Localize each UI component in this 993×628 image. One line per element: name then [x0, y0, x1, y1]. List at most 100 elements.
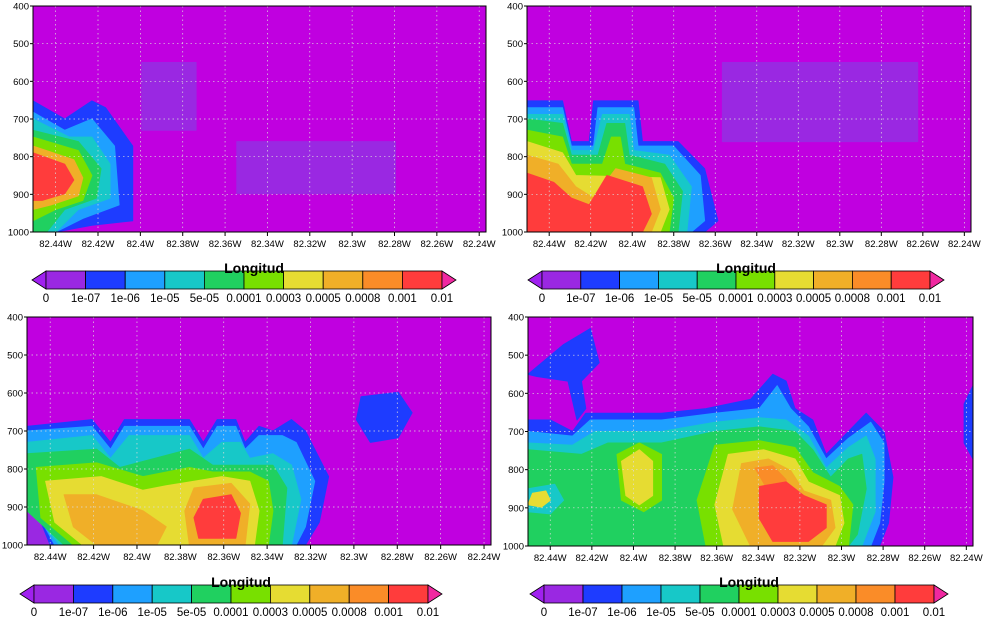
y-tick-label: 400 — [508, 313, 524, 324]
colorbar-segment — [401, 270, 443, 290]
contour-region — [355, 391, 413, 443]
x-tick-label: 82.44W — [34, 552, 67, 563]
colorbar-segment — [813, 270, 853, 290]
colorbar-low-arrow — [529, 584, 545, 604]
colorbar-segment — [322, 270, 364, 290]
colorbar-label: 0.0008 — [332, 607, 367, 619]
x-tick-label: 82.36W — [207, 552, 240, 563]
x-tick-label: 82.24W — [948, 239, 981, 250]
x-tick-label: 82.3W — [338, 239, 365, 250]
x-tick-label: 82.4W — [127, 239, 154, 250]
y-tick-label: 600 — [507, 77, 523, 88]
x-tick-label: 82.3W — [340, 552, 367, 563]
colorbar-label: 0.001 — [374, 607, 403, 619]
y-tick-label: 1000 — [503, 542, 524, 553]
x-tick-label: 82.38W — [164, 552, 197, 563]
colorbar-label: 0.0008 — [345, 293, 380, 305]
colorbar-segment — [388, 584, 429, 604]
colorbar-segment — [112, 584, 153, 604]
colorbar-segment — [582, 584, 623, 604]
y-tick-label: 1000 — [2, 541, 23, 552]
colorbar-label: 0.01 — [431, 293, 453, 305]
colorbar-label: 0 — [43, 293, 49, 305]
y-tick-label: 400 — [13, 2, 29, 13]
contour-region — [721, 62, 919, 143]
contour-region — [527, 172, 652, 232]
colorbar-segment — [541, 270, 582, 290]
x-tick-label: 82.34W — [740, 239, 773, 250]
x-tick-label: 82.32W — [293, 239, 326, 250]
colorbar-label: 1e-06 — [605, 293, 634, 305]
x-tick-label: 82.34W — [251, 239, 284, 250]
colorbar-segment — [580, 270, 621, 290]
colorbar-label: 0.0003 — [757, 293, 792, 305]
colorbar-label: 0.0001 — [213, 607, 248, 619]
y-tick-label: 400 — [507, 2, 523, 13]
panel-top-right: 82.44W 82.42W 82.4W 82.38W 82.36W 82.34W 82.32… — [496, 0, 993, 314]
x-tick-label: 82.26W — [424, 552, 457, 563]
contour-region — [63, 494, 167, 545]
y-tick-label: 700 — [508, 427, 524, 438]
y-tick-label: 900 — [13, 190, 29, 201]
y-tick-label: 800 — [507, 152, 523, 163]
colorbar-low-arrow — [31, 270, 47, 290]
contour-fills — [27, 391, 413, 545]
contour-region — [621, 449, 654, 506]
y-tick-label: 900 — [7, 503, 23, 514]
colorbar-low-arrow — [527, 270, 543, 290]
colorbar-label: 0.0008 — [835, 293, 870, 305]
colorbar-label: 0.0001 — [226, 293, 261, 305]
colorbar: 0 1e-07 1e-06 1e-05 5e-05 0.0001 0.0003 0.0005 0… — [31, 270, 457, 305]
colorbar-segment — [45, 270, 86, 290]
plot-area: 82.44W 82.42W 82.4W 82.38W 82.36W 82.34W 82.32… — [503, 313, 983, 565]
colorbar-label: 0.0001 — [718, 293, 753, 305]
colorbar-label: 0 — [541, 607, 547, 619]
x-tick-label: 82.42W — [77, 552, 110, 563]
colorbar: 0 1e-07 1e-06 1e-05 5e-05 0.0001 0.0003 0.0005 0… — [19, 584, 443, 619]
colorbar-label: 5e-05 — [177, 607, 206, 619]
x-tick-label: 82.42W — [574, 239, 607, 250]
x-tick-label: 82.4W — [618, 239, 645, 250]
plot-area: 82.44W 82.42W 82.4W 82.38W 82.36W 82.34W 82.32… — [502, 2, 981, 251]
y-tick-label: 800 — [508, 465, 524, 476]
contour-region — [33, 152, 75, 201]
panel-top-left: 82.44W 82.42W 82.4W 82.38W 82.36W 82.34W 82.32… — [0, 0, 496, 314]
contour-region — [758, 481, 827, 542]
x-tick-label: 82.3W — [828, 553, 855, 564]
x-tick-label: 82.38W — [657, 239, 690, 250]
colorbar-segment — [621, 584, 662, 604]
x-axis-title: Longitud — [211, 574, 271, 590]
colorbar-label: 1e-05 — [644, 293, 673, 305]
colorbar-label: 1e-05 — [150, 293, 179, 305]
colorbar: 0 1e-07 1e-06 1e-05 5e-05 0.0001 0.0003 0.0005 0… — [527, 270, 945, 305]
y-tick-label: 900 — [507, 190, 523, 201]
colorbar-label: 1e-05 — [137, 607, 166, 619]
y-tick-label: 500 — [508, 351, 524, 362]
colorbar-label: 1e-06 — [98, 607, 127, 619]
y-tick-label: 400 — [7, 313, 23, 324]
contour-region — [141, 62, 197, 131]
x-tick-label: 82.4W — [123, 552, 150, 563]
x-tick-label: 82.28W — [381, 552, 414, 563]
colorbar-label: 1e-07 — [566, 293, 595, 305]
y-tick-label: 500 — [13, 39, 29, 50]
colorbar-label: 0.0001 — [721, 607, 756, 619]
y-tick-label: 700 — [7, 427, 23, 438]
panel-bottom-left: 82.44W 82.42W 82.4W 82.38W 82.36W 82.34W 82.32… — [0, 313, 501, 628]
contour-region — [528, 490, 551, 508]
plot-area: 82.44W 82.42W 82.4W 82.38W 82.36W 82.34W 82.32… — [2, 313, 501, 564]
colorbar-label: 0.0005 — [292, 607, 327, 619]
x-tick-label: 82.44W — [39, 239, 72, 250]
colorbar-segment — [85, 270, 126, 290]
y-tick-label: 500 — [507, 39, 523, 50]
x-tick-label: 82.42W — [82, 239, 115, 250]
colorbar-segment — [774, 270, 814, 290]
x-tick-label: 82.32W — [782, 239, 815, 250]
colorbar-label: 0.01 — [417, 607, 439, 619]
colorbar-segment — [543, 584, 584, 604]
x-tick-label: 82.26W — [908, 553, 941, 564]
panel-bottom-right: 82.44W 82.42W 82.4W 82.38W 82.36W 82.34W 82.32… — [496, 313, 993, 628]
colorbar-segment — [777, 584, 818, 604]
contour-region — [236, 141, 396, 195]
x-tick-label: 82.44W — [534, 553, 567, 564]
